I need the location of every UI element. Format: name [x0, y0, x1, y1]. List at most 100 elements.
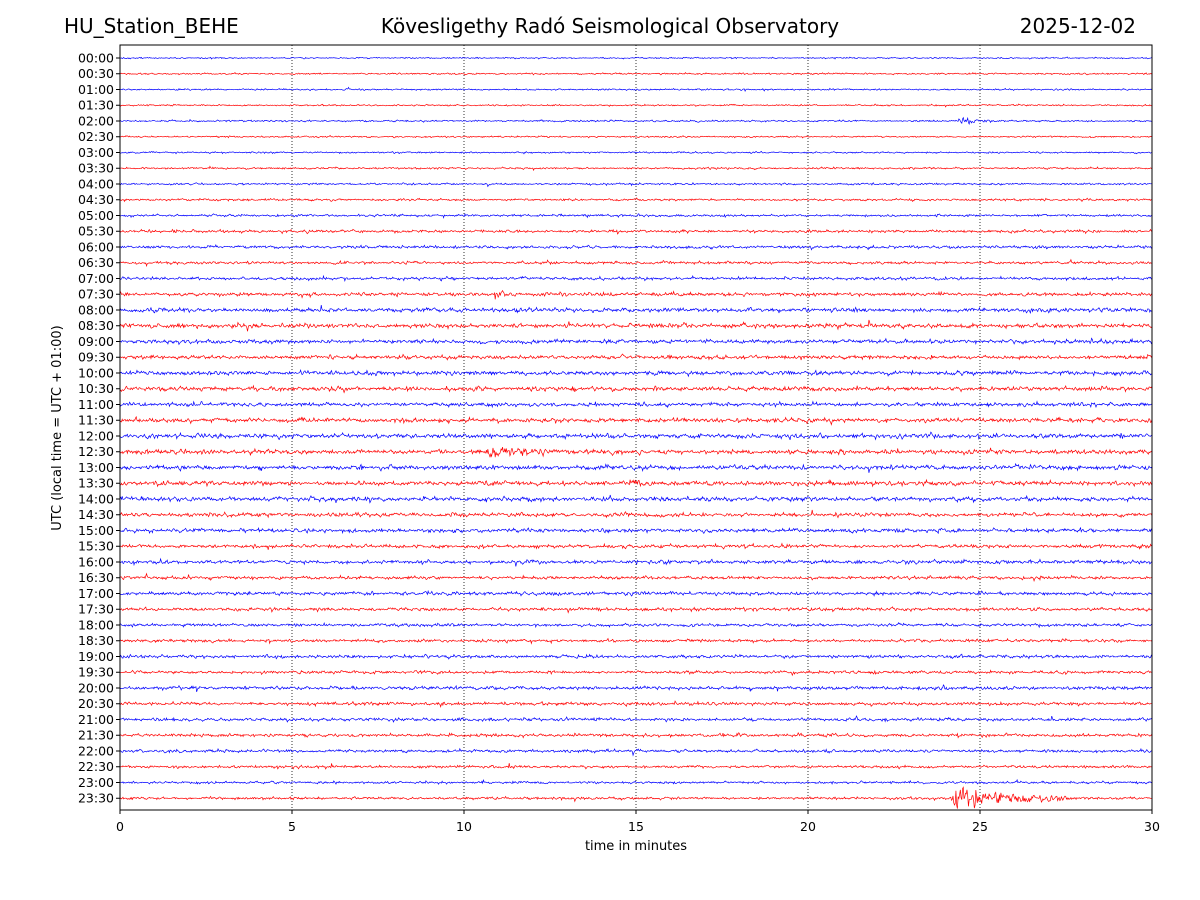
y-tick-label: 19:30 — [78, 665, 114, 680]
trace-2200 — [119, 747, 1153, 757]
trace-2000 — [119, 684, 1153, 692]
trace-0330 — [119, 165, 1153, 172]
trace-1100 — [119, 400, 1153, 409]
y-tick-label: 12:00 — [78, 428, 114, 443]
trace-2300 — [119, 778, 1153, 785]
x-tick-label: 0 — [116, 819, 124, 834]
y-tick-label: 05:00 — [78, 208, 114, 223]
y-tick-label: 12:30 — [78, 444, 114, 459]
trace-0200 — [119, 116, 1153, 125]
y-tick-label: 21:00 — [78, 712, 114, 727]
y-tick-label: 15:30 — [78, 539, 114, 554]
y-tick-label: 02:30 — [78, 129, 114, 144]
x-tick-label: 5 — [288, 819, 296, 834]
x-tick-label: 15 — [628, 819, 644, 834]
trace-2330 — [119, 786, 1153, 809]
trace-1930 — [119, 669, 1153, 677]
trace-0600 — [119, 243, 1153, 251]
x-tick-label: 10 — [456, 819, 472, 834]
y-tick-label: 22:00 — [78, 743, 114, 758]
y-tick-label: 05:30 — [78, 224, 114, 239]
y-tick-label: 00:00 — [78, 50, 114, 65]
y-axis-label: UTC (local time = UTC + 01:00) — [50, 325, 65, 530]
trace-0100 — [119, 86, 1153, 93]
y-axis-ticks: 00:0000:3001:0001:3002:0002:3003:0003:30… — [78, 50, 120, 806]
trace-0400 — [119, 182, 1153, 188]
y-tick-label: 18:00 — [78, 617, 114, 632]
observatory-title: Kövesligethy Radó Seismological Observat… — [380, 14, 840, 38]
y-tick-label: 08:00 — [78, 302, 114, 317]
trace-1500 — [119, 526, 1153, 535]
trace-0930 — [119, 353, 1153, 361]
x-tick-label: 30 — [1144, 819, 1160, 834]
trace-0630 — [119, 258, 1153, 268]
trace-1600 — [119, 557, 1153, 567]
trace-0830 — [119, 319, 1153, 332]
trace-1900 — [119, 653, 1153, 660]
y-tick-label: 20:30 — [78, 696, 114, 711]
trace-0130 — [119, 103, 1153, 108]
y-tick-label: 01:30 — [78, 98, 114, 113]
y-tick-label: 18:30 — [78, 633, 114, 648]
y-tick-label: 03:30 — [78, 161, 114, 176]
x-axis-ticks: 0 5 10 15 20 25 30 — [116, 810, 1160, 834]
trace-1630 — [119, 572, 1153, 582]
y-tick-label: 03:00 — [78, 145, 114, 160]
trace-2130 — [119, 732, 1153, 739]
trace-1530 — [119, 542, 1153, 550]
trace-0900 — [119, 337, 1153, 346]
y-tick-label: 23:00 — [78, 775, 114, 790]
trace-2030 — [119, 700, 1153, 709]
trace-0230 — [119, 134, 1153, 139]
y-tick-label: 10:30 — [78, 381, 114, 396]
trace-0030 — [119, 71, 1153, 76]
trace-0700 — [119, 274, 1153, 283]
y-tick-label: 22:30 — [78, 759, 114, 774]
y-tick-label: 06:30 — [78, 255, 114, 270]
record-date: 2025-12-02 — [1019, 14, 1136, 38]
vertical-gridlines — [291, 45, 981, 810]
trace-2230 — [119, 763, 1153, 770]
x-tick-label: 25 — [972, 819, 988, 834]
trace-0730 — [119, 289, 1153, 300]
trace-0500 — [119, 213, 1153, 219]
y-tick-label: 15:00 — [78, 523, 114, 538]
y-tick-label: 19:00 — [78, 649, 114, 664]
y-tick-label: 02:00 — [78, 113, 114, 128]
trace-0800 — [119, 305, 1153, 314]
trace-0430 — [119, 197, 1153, 203]
trace-1330 — [119, 478, 1153, 488]
y-tick-label: 16:30 — [78, 570, 114, 585]
y-tick-label: 01:00 — [78, 82, 114, 97]
trace-0300 — [119, 150, 1153, 155]
y-tick-label: 17:30 — [78, 602, 114, 617]
trace-1130 — [119, 415, 1153, 426]
y-tick-label: 07:30 — [78, 287, 114, 302]
trace-1200 — [119, 431, 1153, 441]
x-axis-label: time in minutes — [585, 839, 687, 854]
trace-1300 — [119, 462, 1153, 473]
trace-1800 — [119, 621, 1153, 629]
trace-1230 — [119, 447, 1153, 458]
y-tick-label: 08:30 — [78, 318, 114, 333]
y-tick-label: 04:00 — [78, 176, 114, 191]
y-tick-label: 13:30 — [78, 476, 114, 491]
trace-2100 — [119, 715, 1153, 723]
x-tick-label: 20 — [800, 819, 816, 834]
y-tick-label: 14:00 — [78, 491, 114, 506]
y-tick-label: 20:00 — [78, 680, 114, 695]
trace-1430 — [119, 509, 1153, 519]
y-tick-label: 21:30 — [78, 728, 114, 743]
y-tick-label: 14:30 — [78, 507, 114, 522]
y-tick-label: 00:30 — [78, 66, 114, 81]
trace-1030 — [119, 384, 1153, 394]
y-tick-label: 06:00 — [78, 239, 114, 254]
y-tick-label: 09:00 — [78, 334, 114, 349]
y-tick-label: 13:00 — [78, 460, 114, 475]
trace-1830 — [119, 637, 1153, 645]
trace-1700 — [119, 589, 1153, 597]
trace-1400 — [119, 494, 1153, 504]
y-tick-label: 04:30 — [78, 192, 114, 207]
y-tick-label: 23:30 — [78, 791, 114, 806]
